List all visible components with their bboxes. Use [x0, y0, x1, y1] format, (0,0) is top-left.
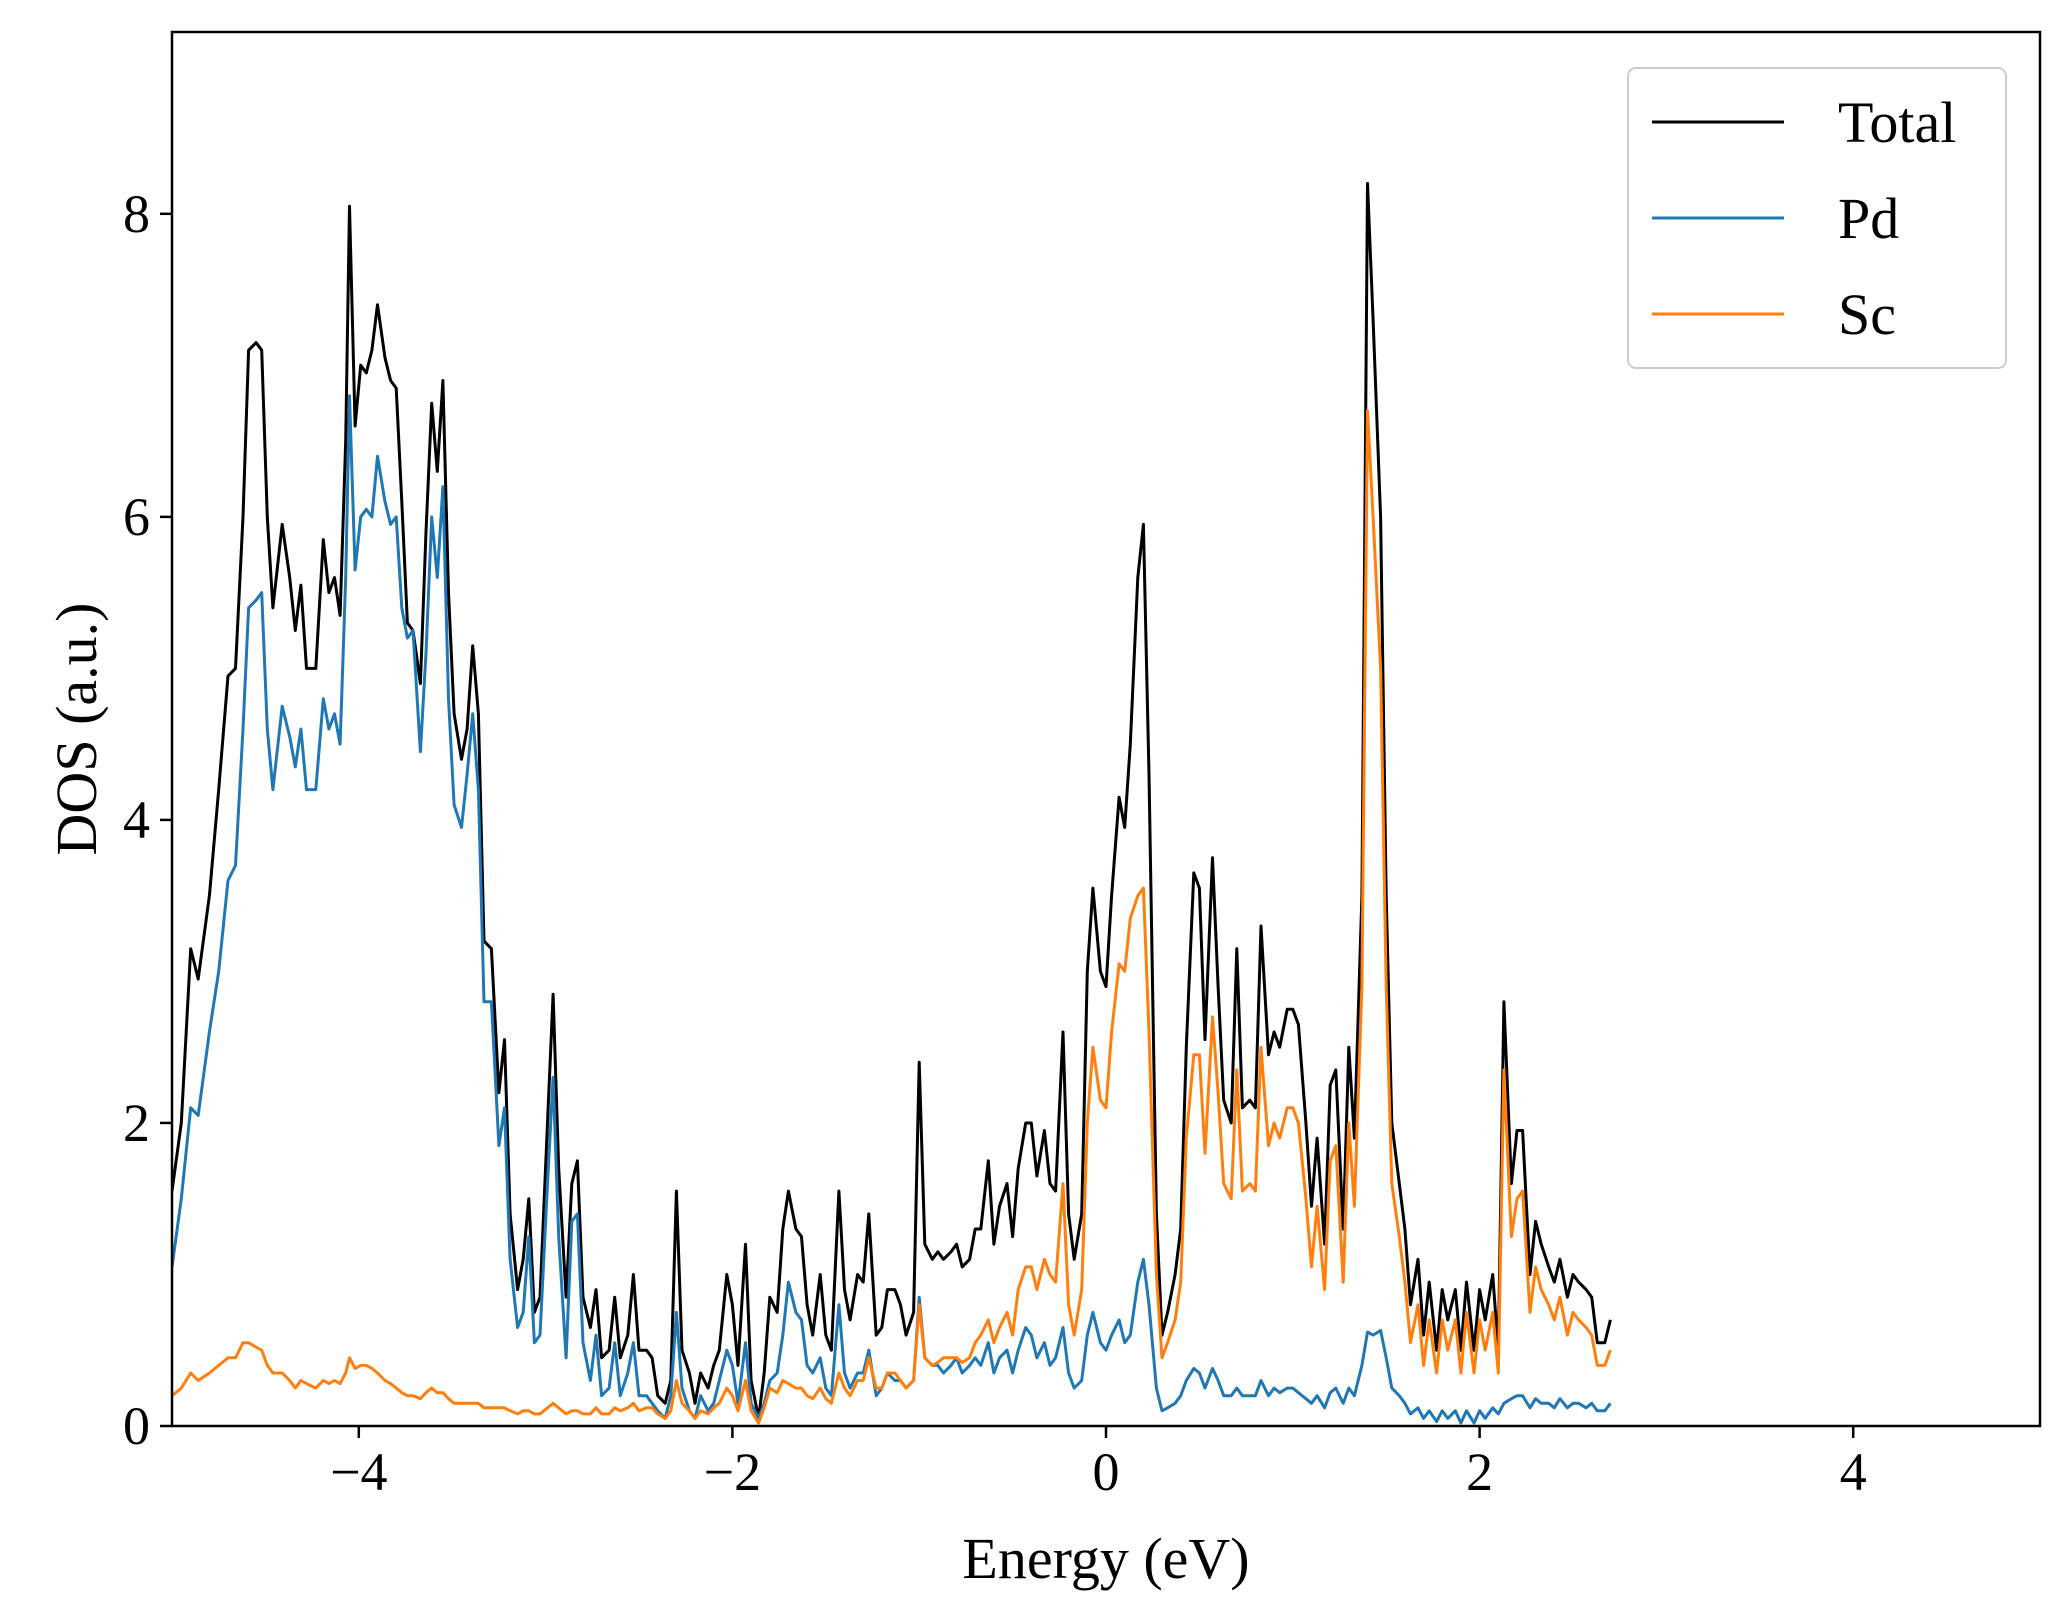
y-tick-label: 2	[123, 1093, 150, 1153]
legend-entries: Total Pd Sc	[1652, 90, 1956, 347]
x-tick-label: 4	[1840, 1442, 1867, 1502]
x-tick-label: −4	[330, 1442, 387, 1502]
x-axis: −4 −2 0 2 4	[330, 1426, 1867, 1502]
legend-label-total: Total	[1838, 90, 1956, 155]
legend-box	[1627, 67, 2007, 369]
series-layer	[172, 182, 1612, 1425]
x-axis-label: Energy (eV)	[962, 1526, 1249, 1591]
y-tick-label: 8	[123, 184, 150, 244]
legend: Total Pd Sc	[1627, 67, 2007, 369]
y-axis: 0 2 4 6 8	[123, 184, 172, 1456]
series-line-total	[172, 182, 1612, 1420]
legend-label-sc: Sc	[1838, 282, 1896, 347]
y-tick-label: 6	[123, 487, 150, 547]
x-tick-label: 0	[1093, 1442, 1120, 1502]
x-tick-label: −2	[704, 1442, 761, 1502]
y-axis-label: DOS (a.u.)	[44, 603, 109, 856]
x-tick-label: 2	[1466, 1442, 1493, 1502]
series-line-pd	[172, 394, 1612, 1425]
y-tick-label: 4	[123, 790, 150, 850]
legend-label-pd: Pd	[1838, 186, 1899, 251]
series-line-sc	[172, 409, 1612, 1425]
y-tick-label: 0	[123, 1396, 150, 1456]
